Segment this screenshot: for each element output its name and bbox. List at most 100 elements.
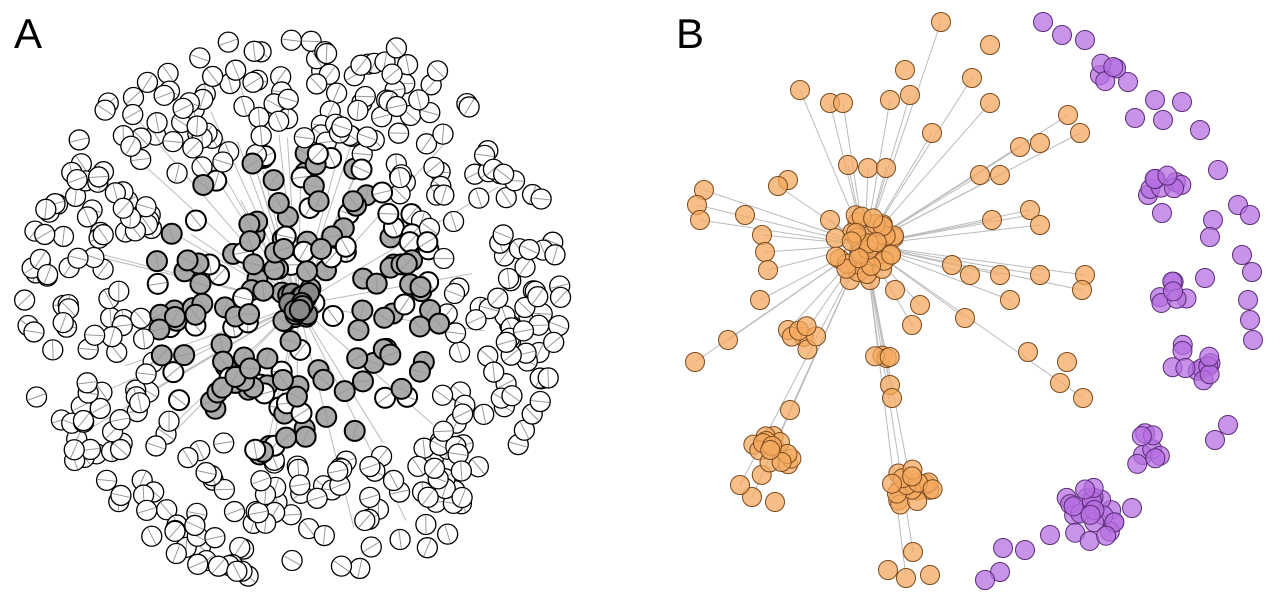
node-stroke xyxy=(403,235,417,249)
node xyxy=(1131,426,1152,447)
node xyxy=(495,186,517,209)
node xyxy=(442,210,465,233)
node xyxy=(1208,160,1228,180)
node xyxy=(333,380,356,403)
node-stroke xyxy=(215,380,229,395)
node xyxy=(970,165,990,185)
node-stroke xyxy=(134,131,148,145)
node xyxy=(1075,30,1095,50)
node xyxy=(351,370,374,393)
node-stroke xyxy=(70,137,89,143)
node xyxy=(184,303,207,326)
node xyxy=(1010,137,1030,157)
node xyxy=(360,536,382,558)
node-stroke xyxy=(275,69,287,85)
node-stroke xyxy=(252,477,270,485)
node-stroke xyxy=(195,179,211,191)
node-stroke xyxy=(142,74,153,91)
node-stroke xyxy=(340,219,348,237)
node xyxy=(213,478,236,501)
node xyxy=(433,247,455,270)
node-stroke xyxy=(554,290,567,305)
node-stroke xyxy=(413,319,427,334)
node xyxy=(104,182,127,204)
node-stroke xyxy=(302,40,321,43)
node-stroke xyxy=(61,227,66,246)
node xyxy=(23,321,45,343)
node-stroke xyxy=(241,97,247,116)
node xyxy=(910,295,930,315)
node-stroke xyxy=(475,153,494,158)
node-stroke xyxy=(324,407,328,426)
node-stroke xyxy=(196,159,208,175)
node-stroke xyxy=(212,268,226,282)
node-stroke xyxy=(351,422,358,440)
node xyxy=(201,65,224,88)
node xyxy=(467,456,489,478)
node-stroke xyxy=(381,351,399,359)
node xyxy=(483,361,505,383)
node xyxy=(207,555,230,577)
node xyxy=(267,110,290,132)
node-stroke xyxy=(232,562,242,580)
node-stroke xyxy=(282,513,301,516)
node xyxy=(416,231,439,254)
node-stroke xyxy=(244,158,261,169)
node-stroke xyxy=(460,462,463,481)
node-stroke xyxy=(441,125,445,144)
node xyxy=(518,238,540,261)
node xyxy=(248,106,270,129)
node-stroke xyxy=(155,91,173,100)
node xyxy=(370,106,393,128)
node xyxy=(275,426,298,449)
node-stroke xyxy=(412,458,424,475)
panel-label: B xyxy=(676,10,704,57)
node-stroke xyxy=(449,452,468,456)
node xyxy=(146,272,169,295)
node xyxy=(343,419,366,442)
node xyxy=(331,116,353,138)
panel-label: A xyxy=(14,10,42,57)
node xyxy=(1218,415,1238,435)
node-stroke xyxy=(480,305,499,312)
node xyxy=(1072,280,1092,300)
node xyxy=(110,484,132,507)
node xyxy=(184,209,207,232)
node xyxy=(1075,479,1096,500)
node-stroke xyxy=(125,138,136,155)
node xyxy=(1232,245,1252,265)
node-stroke xyxy=(398,296,410,313)
node xyxy=(306,142,329,165)
node-stroke xyxy=(308,495,326,502)
node xyxy=(327,460,349,482)
node-stroke xyxy=(74,187,78,206)
node xyxy=(281,549,303,572)
node xyxy=(373,306,396,329)
node xyxy=(310,238,333,261)
node-stroke xyxy=(353,379,372,383)
edge xyxy=(297,304,384,444)
node-stroke xyxy=(113,443,128,456)
node xyxy=(432,420,455,442)
node xyxy=(416,537,439,559)
node xyxy=(796,316,817,337)
node-stroke xyxy=(384,67,400,81)
node xyxy=(25,386,48,408)
node xyxy=(931,12,951,32)
node-stroke xyxy=(275,245,293,253)
node-stroke xyxy=(445,289,464,298)
node-stroke xyxy=(104,290,114,307)
node-stroke xyxy=(547,368,549,387)
node xyxy=(1240,205,1260,225)
node-stroke xyxy=(400,257,414,271)
node xyxy=(42,339,64,361)
node xyxy=(415,133,438,155)
node-stroke xyxy=(314,192,323,210)
node-stroke xyxy=(376,312,393,323)
node-stroke xyxy=(397,168,403,187)
node-stroke xyxy=(317,140,336,144)
node xyxy=(226,560,248,582)
node-stroke xyxy=(25,329,43,334)
node-stroke xyxy=(431,440,449,451)
